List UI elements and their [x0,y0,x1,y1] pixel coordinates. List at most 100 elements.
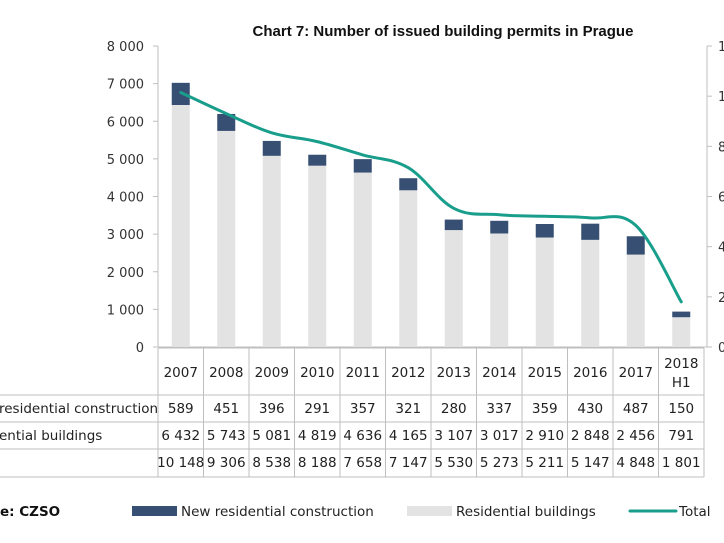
table-cell: 4 165 [389,428,428,444]
left-axis-tick-label: 7 000 [107,78,144,93]
table-cell: 8 538 [252,455,291,471]
bar-residential-buildings [171,104,190,347]
table-cell: 5 530 [434,455,473,471]
bar-new-residential-construction [672,311,691,318]
bar-residential-buildings [672,317,691,347]
table-cell: 5 081 [252,428,291,444]
bars-group [171,82,691,347]
table-cell: 2 910 [525,428,564,444]
left-axis: 0 1 000 2 000 3 000 4 000 5 000 6 000 7 000 8 00… [107,40,707,356]
table-cell: 321 [395,401,421,417]
table-cell: 291 [304,401,330,417]
bar-residential-buildings [535,237,554,347]
table-cell: 8 188 [298,455,337,471]
bar-new-residential-construction [444,219,463,231]
table-cell: 150 [668,401,694,417]
bar-residential-buildings [626,254,645,347]
table-row-label: residential construction [0,401,158,417]
bar-new-residential-construction [399,178,418,191]
left-axis-tick-label: 4 000 [107,191,144,206]
category-label: 2018 [664,356,698,372]
bar-residential-buildings [217,130,236,347]
right-axis: 0 2 4 6 8 1 1 [706,40,724,356]
legend-label: New residential construction [181,504,374,520]
table-row-label: ential buildings [0,428,102,444]
table-cell: 4 636 [343,428,382,444]
table-cell: 4 848 [616,455,655,471]
bar-residential-buildings [262,155,281,347]
bar-new-residential-construction [217,113,236,131]
category-label: 2007 [164,365,198,381]
table-cell: 6 432 [161,428,200,444]
left-axis-tick-label: 2 000 [107,266,144,281]
left-axis-tick-label: 8 000 [107,40,144,55]
table-cell: 280 [441,401,467,417]
category-label: 2011 [346,365,380,381]
total-line [179,90,683,304]
table-cell: 5 147 [571,455,610,471]
category-label: H1 [672,375,691,391]
category-label: 2010 [300,365,334,381]
table-cell: 10 148 [157,455,204,471]
category-label: 2012 [391,365,425,381]
legend-label: Total [678,504,711,520]
bar-residential-buildings [490,233,509,347]
legend: e: CZSO New residential construction Resi… [0,504,711,520]
bar-new-residential-construction [490,220,509,234]
category-label: 2017 [619,365,653,381]
category-label: 2013 [437,365,471,381]
left-axis-tick-label: 0 [136,341,144,356]
table-cell: 4 819 [298,428,337,444]
left-axis-tick-label: 1 000 [107,303,144,318]
right-axis-tick-label: 8 [718,140,724,155]
category-label: 2014 [482,365,516,381]
table-cell: 2 848 [571,428,610,444]
bar-residential-buildings [444,230,463,347]
bar-new-residential-construction [353,159,372,173]
bar-residential-buildings [308,165,327,347]
table-cell: 791 [668,428,694,444]
table-cell: 2 456 [616,428,655,444]
category-label: 2016 [573,365,607,381]
table-cell: 487 [623,401,649,417]
table-cell: 396 [259,401,285,417]
bar-new-residential-construction [535,224,554,238]
right-axis-tick-label: 1 [718,40,724,55]
left-axis-tick-label: 3 000 [107,228,144,243]
right-axis-tick-label: 1 [718,90,724,105]
table-cell: 5 211 [525,455,564,471]
table-cell: 3 107 [434,428,473,444]
data-table: 2007 2008 2009 2010 2011 2012 2013 2014 2015 2016… [0,347,705,478]
table-cell: 451 [213,401,239,417]
table-cell: 357 [350,401,376,417]
total-line-group [179,90,683,304]
table-cell: 337 [486,401,512,417]
bar-residential-buildings [353,172,372,347]
chart-title: Chart 7: Number of issued building permi… [253,23,634,40]
left-axis-tick-label: 6 000 [107,115,144,130]
category-label: 2009 [255,365,289,381]
table-cell: 430 [577,401,603,417]
right-axis-tick-label: 6 [718,191,724,206]
left-axis-tick-label: 5 000 [107,153,144,168]
legend-swatch [132,506,177,516]
table-cell: 3 017 [480,428,519,444]
table-cell: 5 743 [207,428,246,444]
category-label: 2015 [528,365,562,381]
table-cell: 5 273 [480,455,519,471]
table-cell: 1 801 [662,455,701,471]
bar-new-residential-construction [581,223,600,240]
bar-new-residential-construction [262,140,281,156]
bar-residential-buildings [581,239,600,347]
category-label: 2008 [209,365,243,381]
right-axis-tick-label: 2 [718,291,724,306]
bar-new-residential-construction [626,236,645,255]
legend-label: Residential buildings [456,504,596,520]
right-axis-tick-label: 4 [718,241,724,256]
table-cell: 359 [532,401,558,417]
table-cell: 7 147 [389,455,428,471]
table-cell: 589 [168,401,194,417]
bar-new-residential-construction [308,154,327,166]
table-cell: 7 658 [343,455,382,471]
